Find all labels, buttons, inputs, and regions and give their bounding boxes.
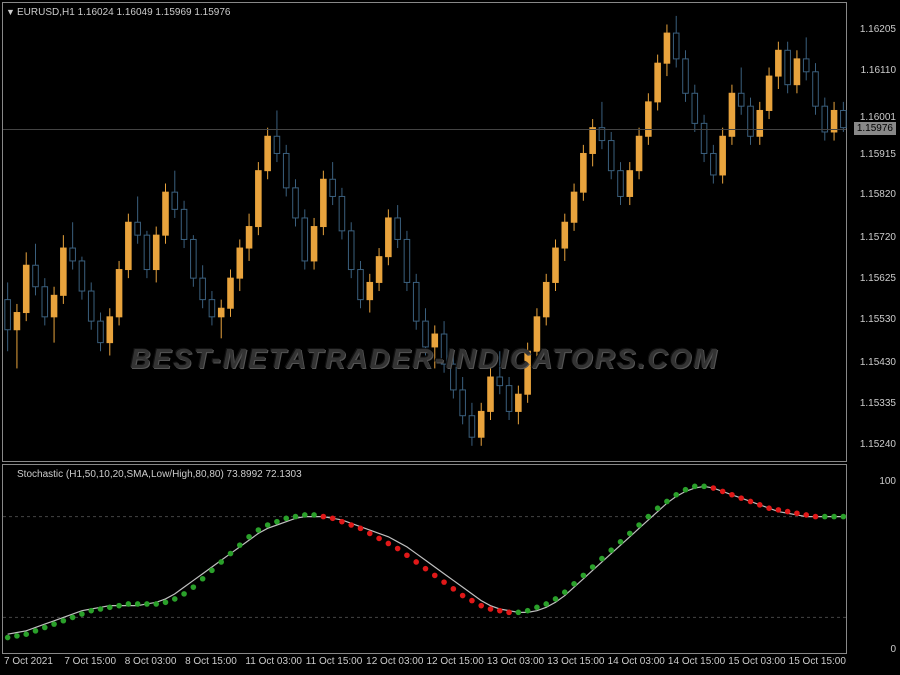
stochastic-title: Stochastic (H1,50,10,20,SMA,Low/High,80,… — [17, 469, 302, 480]
stochastic-svg — [3, 465, 848, 655]
price-tag: 1.15976 — [854, 122, 896, 135]
stochastic-yaxis: 0100 — [850, 464, 900, 654]
dropdown-icon[interactable]: ▼ — [6, 7, 15, 17]
price-chart-panel[interactable]: ▼ EURUSD,H1 1.16024 1.16049 1.15969 1.15… — [2, 2, 847, 462]
stochastic-panel[interactable]: Stochastic (H1,50,10,20,SMA,Low/High,80,… — [2, 464, 847, 654]
price-line — [3, 129, 846, 130]
price-chart-title: EURUSD,H1 1.16024 1.16049 1.15969 1.1597… — [17, 7, 231, 18]
price-yaxis: 1.152401.153351.154301.155301.156251.157… — [850, 2, 900, 462]
watermark-text: BEST-METATRADER-INDICATORS.COM — [130, 343, 718, 375]
time-xaxis: 7 Oct 20217 Oct 15:008 Oct 03:008 Oct 15… — [2, 656, 847, 674]
candlestick-svg — [3, 3, 848, 463]
